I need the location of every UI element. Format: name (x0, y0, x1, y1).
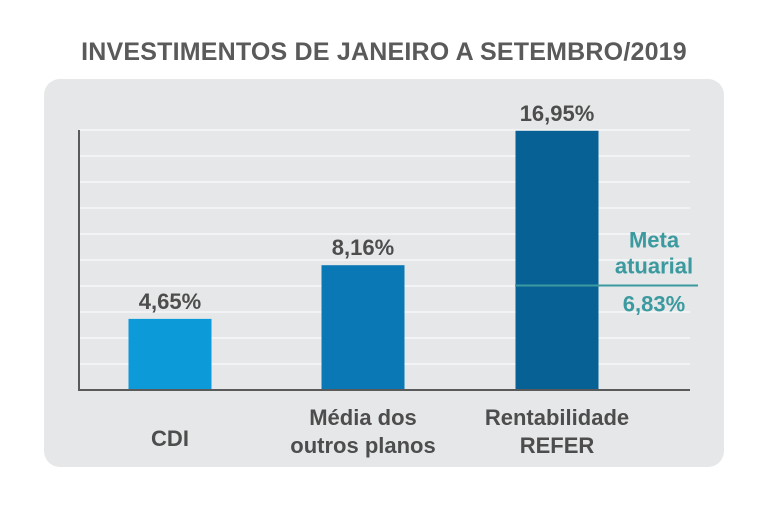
category-label-2: outros planos (290, 433, 435, 458)
category-label-3: Rentabilidade (485, 405, 629, 430)
bar-3 (515, 130, 599, 390)
category-label-3: REFER (520, 433, 595, 458)
meta-atuarial-label: atuarial (615, 254, 693, 279)
bar-1 (128, 318, 212, 390)
labels: 4,65% CDI 8,16% Média dos outros planos 16,95… (139, 101, 629, 458)
data-label-2: 8,16% (332, 235, 394, 260)
data-label-1: 4,65% (139, 289, 201, 314)
bar-2 (321, 265, 405, 390)
data-label-3: 16,95% (520, 101, 595, 126)
meta-atuarial-label: Meta (629, 228, 680, 253)
bars (128, 130, 599, 390)
chart-panel: Meta atuarial 6,83% 4,65% CDI 8,16% Média dos… (44, 79, 724, 467)
category-label-1: CDI (151, 426, 189, 451)
chart-title: INVESTIMENTOS DE JANEIRO A SETEMBRO/2019 (81, 38, 687, 66)
meta-atuarial-value: 6,83% (623, 292, 685, 317)
category-label-2: Média dos (309, 405, 417, 430)
